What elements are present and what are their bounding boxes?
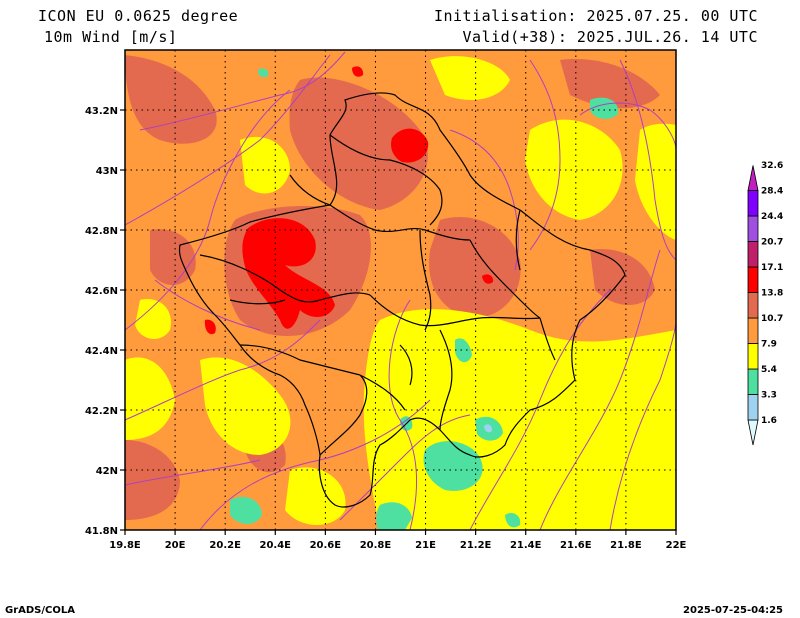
generation-timestamp: 2025-07-25-04:25 [683, 605, 783, 616]
initialisation-label: Initialisation: 2025.07.25. 00 UTC [433, 7, 758, 25]
colorbar-swatch [747, 317, 759, 344]
colorbar-swatch [747, 241, 759, 268]
lat-tick-label: 42.6N [85, 286, 118, 297]
lat-tick-label: 41.8N [85, 526, 118, 537]
colorbar-label: 5.4 [761, 365, 777, 375]
variable-label: 10m Wind [m/s] [44, 28, 178, 46]
wind-field [125, 50, 676, 530]
colorbar-label: 32.6 [761, 161, 783, 171]
lon-tick-label: 21.6E [560, 540, 592, 551]
lat-tick-label: 42.8N [85, 226, 118, 237]
colorbar-label: 20.7 [761, 238, 783, 248]
map-title: ICON EU 0.0625 degree [38, 7, 239, 25]
colorbar-label: 17.1 [761, 263, 783, 273]
lon-tick-label: 20E [165, 540, 186, 551]
colorbar-label: 10.7 [761, 314, 783, 324]
lon-tick-label: 21E [415, 540, 436, 551]
wind-band-3-5 [484, 424, 493, 433]
latitude-axis: 43.2N 43N 42.8N 42.6N 42.4N 42.2N 42N 41.8N [85, 106, 125, 537]
lat-tick-label: 42N [96, 466, 118, 477]
valid-time-label: Valid(+38): 2025.JUL.26. 14 UTC [462, 28, 758, 46]
colorbar-label: 1.6 [761, 416, 777, 426]
lon-tick-label: 20.2E [209, 540, 241, 551]
admin-borders [178, 92, 626, 508]
colorbar-label: 13.8 [761, 289, 783, 299]
lon-tick-label: 20.4E [260, 540, 292, 551]
colorbar-label: 24.4 [761, 212, 783, 222]
lat-tick-label: 42.4N [85, 346, 118, 357]
colorbar-swatch [747, 190, 759, 217]
colorbar-swatch [747, 394, 759, 421]
colorbar-max-arrow [747, 165, 759, 191]
colorbar-swatch [747, 292, 759, 319]
lon-tick-label: 22E [666, 540, 687, 551]
longitude-axis: 19.8E 20E 20.2E 20.4E 20.6E 20.8E 21E 21.2E 21.4… [109, 530, 687, 551]
wind-band-17-21 [204, 66, 494, 335]
lon-tick-label: 19.8E [109, 540, 141, 551]
lon-tick-label: 21.8E [610, 540, 642, 551]
software-credit: GrADS/COLA [5, 605, 75, 616]
colorbar-label: 7.9 [761, 340, 777, 350]
colorbar-swatch [747, 368, 759, 395]
lat-tick-label: 43N [96, 166, 118, 177]
colorbar-min-arrow [747, 419, 759, 446]
lon-tick-label: 21.2E [460, 540, 492, 551]
lon-tick-label: 21.4E [510, 540, 542, 551]
lon-tick-label: 20.6E [310, 540, 342, 551]
lat-tick-label: 43.2N [85, 106, 118, 117]
colorbar-label: 28.4 [761, 187, 783, 197]
colorbar-swatch [747, 215, 759, 242]
colorbar-swatch [747, 266, 759, 293]
colorbar-legend: 1.6 3.3 5.4 7.9 10.7 13.8 17.1 20.7 24.4 28.4 32.6 [747, 161, 783, 446]
colorbar-label: 3.3 [761, 391, 777, 401]
lon-tick-label: 20.8E [360, 540, 392, 551]
colorbar-swatch [747, 343, 759, 370]
lat-tick-label: 42.2N [85, 406, 118, 417]
